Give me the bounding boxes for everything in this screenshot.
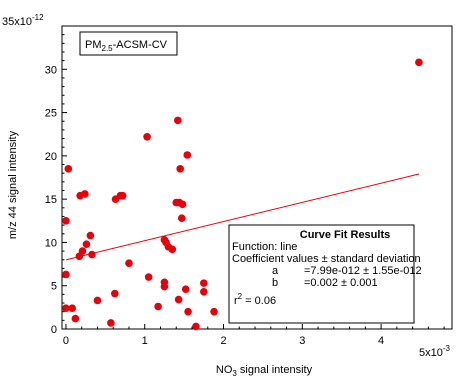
- y-tick-label: 25: [45, 108, 57, 120]
- data-point: [64, 165, 73, 173]
- curve-fit-function: Function: line: [232, 241, 297, 253]
- data-point: [62, 270, 70, 279]
- data-point: [118, 191, 127, 200]
- data-point: [174, 116, 182, 125]
- data-point: [93, 296, 102, 305]
- fit-line-group: [65, 173, 420, 261]
- data-point: [415, 58, 423, 67]
- data-point: [68, 304, 77, 313]
- data-point: [82, 240, 91, 248]
- x-unit-label: 5x10-3: [419, 344, 451, 359]
- data-point: [86, 231, 95, 240]
- x-axis-title: NO3 signal intensity: [216, 364, 313, 376]
- curve-fit-coef-header: Coefficient values ± standard deviation: [232, 253, 421, 265]
- data-point: [200, 287, 208, 296]
- y-tick-label: 0: [51, 324, 57, 336]
- curve-fit-title: Curve Fit Results: [300, 229, 390, 241]
- x-tick-label: 0: [63, 335, 69, 347]
- data-point: [177, 214, 186, 222]
- data-point: [62, 216, 70, 225]
- curve-fit-b-value: =0.002 ± 0.001: [304, 277, 378, 289]
- y-tick-label: 5: [51, 281, 57, 293]
- data-point: [143, 133, 151, 141]
- data-point: [184, 307, 192, 316]
- data-point: [210, 307, 218, 316]
- y-tick-label: 15: [45, 194, 57, 206]
- data-point: [192, 322, 200, 331]
- axis-ticks: 0 5 10 15 20 25 30 0 1 2 3 4: [45, 34, 445, 347]
- data-point: [200, 279, 208, 287]
- y-unit-label: 35x10-12: [2, 13, 44, 28]
- curve-fit-results-box: Curve Fit Results Function: line Coeffic…: [228, 224, 422, 324]
- plot-area: [61, 25, 453, 330]
- data-point: [125, 259, 133, 268]
- data-point: [110, 289, 119, 298]
- curve-fit-r2: r2 = 0.06: [234, 292, 276, 307]
- data-point: [107, 319, 115, 327]
- curve-fit-a-name: a: [272, 265, 279, 277]
- legend-label: PM2.5-ACSM-CV: [85, 39, 168, 53]
- data-point: [88, 250, 96, 259]
- fit-line: [65, 173, 420, 261]
- x-tick-label: 1: [142, 335, 148, 347]
- data-point: [71, 314, 80, 323]
- y-tick-label: 30: [45, 64, 57, 76]
- data-point: [154, 302, 162, 311]
- x-tick-label: 4: [378, 335, 384, 347]
- data-point: [160, 278, 169, 287]
- x-tick-label: 3: [299, 335, 305, 347]
- data-point: [81, 190, 89, 198]
- data-point: [181, 285, 190, 293]
- data-point: [178, 200, 187, 209]
- y-tick-label: 20: [45, 151, 57, 163]
- data-point: [174, 295, 183, 304]
- data-point: [168, 245, 177, 254]
- y-tick-label: 10: [45, 237, 57, 249]
- data-point: [78, 247, 87, 255]
- legend-box: PM2.5-ACSM-CV: [79, 31, 178, 56]
- data-points: [62, 58, 423, 331]
- x-tick-label: 2: [220, 335, 226, 347]
- data-point: [183, 151, 192, 159]
- y-axis-title: m/z 44 signal intensity: [7, 130, 19, 239]
- data-point: [176, 165, 184, 173]
- curve-fit-b-name: b: [272, 277, 278, 289]
- plot-frame-border: [61, 25, 453, 330]
- data-point: [62, 304, 70, 313]
- curve-fit-a-value: =7.99e-012 ± 1.55e-012: [304, 265, 422, 277]
- data-point: [144, 273, 153, 281]
